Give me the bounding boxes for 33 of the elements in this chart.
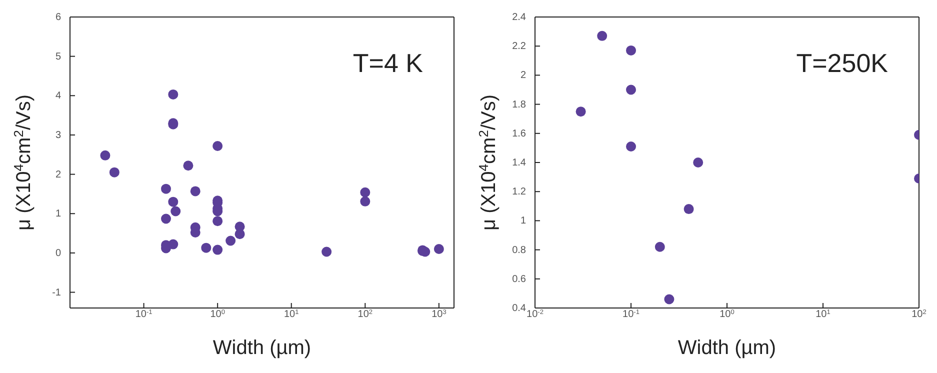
x-tick-label: 10$^{1}$ bbox=[284, 308, 300, 320]
y-tick-label: 0 bbox=[55, 248, 62, 259]
y-tick-label: 2 bbox=[520, 70, 526, 82]
y-tick-label: 4 bbox=[55, 90, 62, 102]
y-tick-label: 1.2 bbox=[512, 186, 526, 198]
y-tick-label: 0.8 bbox=[512, 244, 526, 256]
y-tick-label: 0.4 bbox=[512, 303, 526, 314]
x-tick-label: 10$^{3}$ bbox=[432, 308, 447, 320]
y-tick-label: 3 bbox=[55, 130, 62, 141]
y-tick-label: 2 bbox=[55, 169, 62, 180]
y-tick-label: 2.4 bbox=[512, 12, 526, 23]
y-tick-label: 1 bbox=[520, 216, 526, 227]
x-tick-label: 10$^{0}$ bbox=[720, 308, 735, 320]
y-tick-label: 0.6 bbox=[512, 274, 526, 285]
y-tick-label: 2.2 bbox=[512, 41, 526, 52]
x-tick-label: 10$^{1}$ bbox=[816, 308, 831, 320]
x-axis-title: Width (µm) bbox=[212, 337, 312, 359]
y-tick-label: 1.8 bbox=[512, 99, 526, 110]
x-tick-label: 10$^{-1}$ bbox=[622, 308, 640, 320]
y-tick-label: 1.4 bbox=[512, 158, 526, 168]
annotation: T=250K bbox=[796, 48, 888, 79]
y-tick-label: 1 bbox=[55, 208, 62, 220]
x-axis-title: Width (µm) bbox=[678, 337, 776, 359]
x-tick-label: 10$^{0}$ bbox=[210, 308, 226, 320]
x-tick-label: 10$^{-2}$ bbox=[526, 308, 544, 320]
y-tick-label: -1 bbox=[52, 287, 62, 298]
x-tick-label: 10$^{2}$ bbox=[358, 308, 373, 320]
y-tick-label: 5 bbox=[55, 51, 62, 62]
annotation: T=4 K bbox=[352, 48, 423, 79]
y-tick-label: 1.6 bbox=[512, 128, 526, 140]
y-tick-label: 6 bbox=[55, 12, 62, 23]
x-tick-label: 10$^{-1}$ bbox=[135, 308, 153, 320]
x-tick-label: 10$^{2}$ bbox=[912, 308, 927, 320]
